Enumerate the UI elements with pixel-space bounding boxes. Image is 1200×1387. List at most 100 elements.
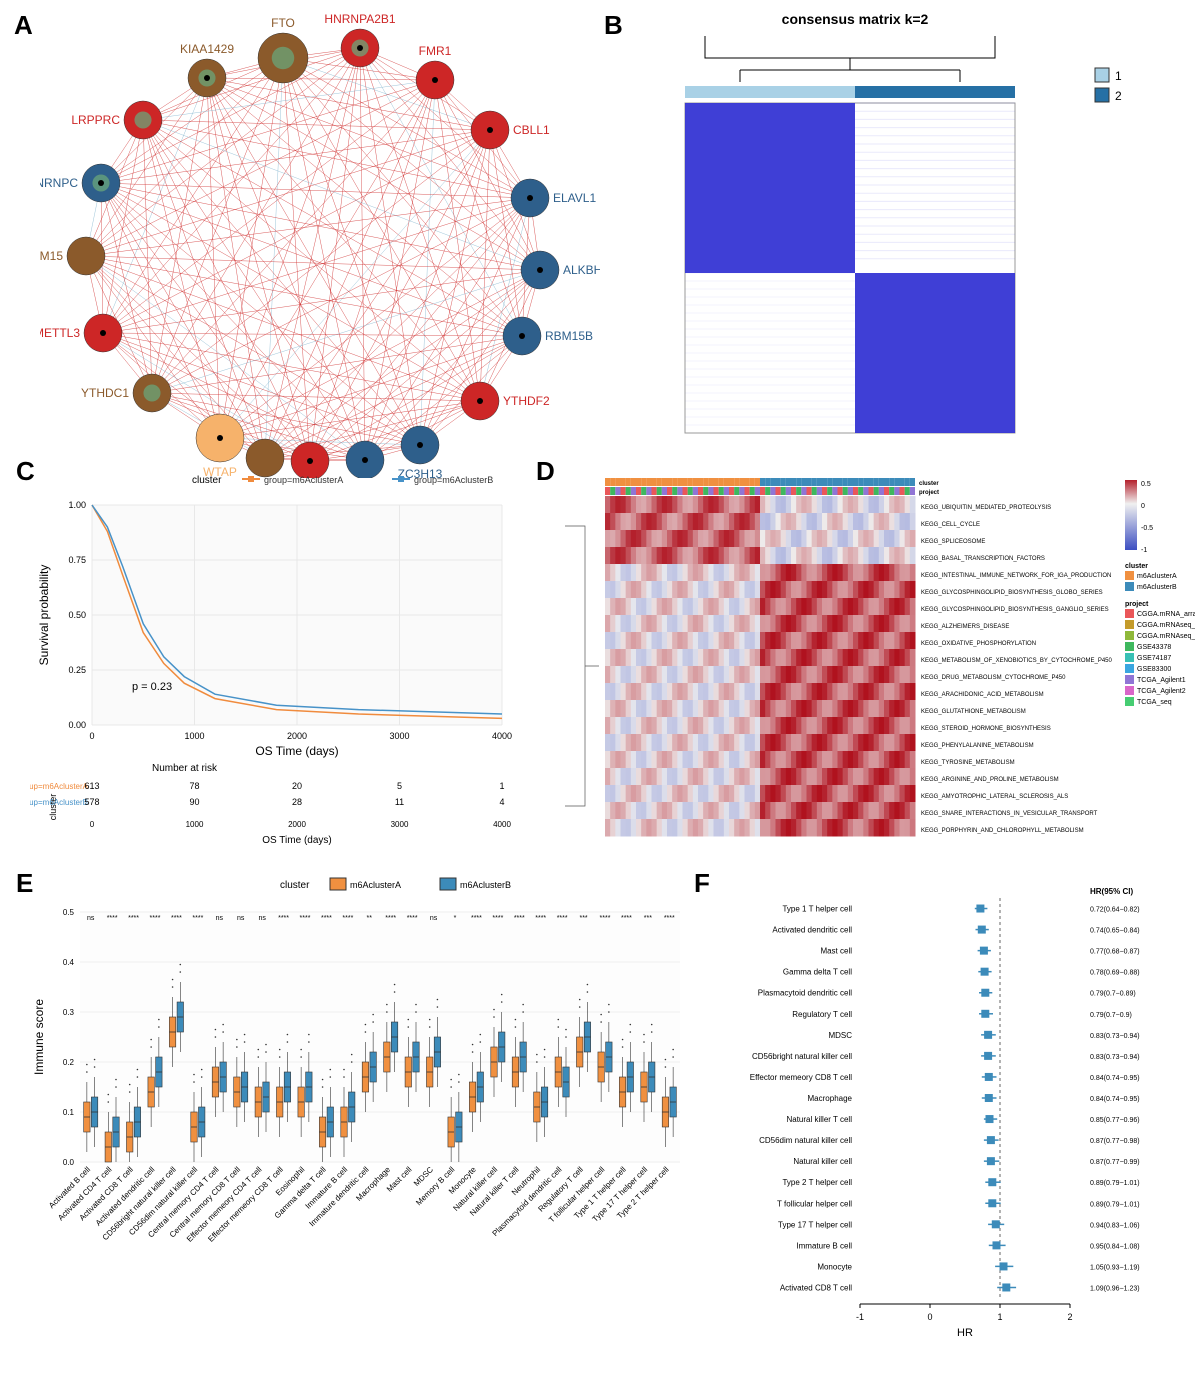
forest-label: Plasmacytoid dendritic cell — [758, 989, 852, 998]
sig-label: **** — [664, 915, 675, 922]
node-label: RBM15 — [40, 249, 63, 263]
sig-label: ** — [367, 915, 373, 922]
forest-label: Activated CD8 T cell — [780, 1283, 852, 1292]
panel-e-boxplot: clusterm6AclusterAm6AclusterB0.00.10.20.… — [25, 872, 695, 1387]
forest-ci: 0.72(0.64−0.82) — [1090, 907, 1140, 914]
legend-label: 1 — [1115, 69, 1122, 83]
sig-label: ns — [87, 915, 95, 922]
sig-label: **** — [342, 915, 353, 922]
panel-b-label: B — [604, 10, 623, 41]
node-label: LRPPRC — [71, 113, 120, 127]
svg-text:1000: 1000 — [186, 820, 204, 829]
node-label: HNRNPC — [40, 176, 78, 190]
forest-label: Regulatory T cell — [792, 1010, 852, 1019]
svg-text:-1: -1 — [856, 1312, 864, 1322]
sig-label: ns — [258, 915, 266, 922]
risk-cell: 28 — [292, 797, 302, 807]
y-axis-label: Survival probability — [37, 565, 51, 666]
svg-text:0.25: 0.25 — [68, 665, 86, 675]
forest-point — [985, 1094, 993, 1102]
legend-swatch — [1095, 88, 1109, 102]
risk-cell: 578 — [84, 797, 99, 807]
sig-label: ns — [216, 915, 224, 922]
svg-text:0: 0 — [1141, 503, 1145, 510]
forest-ci: 0.84(0.74−0.95) — [1090, 1075, 1140, 1082]
panel-a-label: A — [14, 10, 33, 41]
legend-label: 2 — [1115, 89, 1122, 103]
pathway-label: KEGG_ALZHEIMERS_DISEASE — [921, 624, 1009, 630]
forest-label: CD56dim natural killer cell — [759, 1136, 852, 1145]
sig-label: **** — [278, 915, 289, 922]
forest-ci: 0.79(0.7−0.89) — [1090, 991, 1136, 998]
risk-cell: 4 — [499, 797, 504, 807]
svg-text:4000: 4000 — [492, 731, 512, 741]
figure-root: A B C D E F HNRNPA2B1FTOKIAA1429FMR1LRPP… — [0, 0, 1200, 1386]
pathway-label: KEGG_STEROID_HORMONE_BIOSYNTHESIS — [921, 726, 1051, 732]
pathway-label: KEGG_GLYCOSPHINGOLIPID_BIOSYNTHESIS_GLOB… — [921, 590, 1103, 596]
pathway-label: KEGG_OXIDATIVE_PHOSPHORYLATION — [921, 641, 1036, 647]
svg-text:3000: 3000 — [389, 731, 409, 741]
risk-table-title: Number at risk — [152, 763, 218, 774]
node-label: KIAA1429 — [180, 42, 234, 56]
forest-ci: 1.09(0.96−1.23) — [1090, 1285, 1140, 1292]
forest-ci: 0.74(0.65−0.84) — [1090, 928, 1140, 935]
svg-text:0.4: 0.4 — [63, 958, 75, 967]
forest-ci: 0.95(0.84−1.08) — [1090, 1243, 1140, 1250]
forest-ci: 0.78(0.69−0.88) — [1090, 970, 1140, 977]
sig-label: *** — [579, 915, 587, 922]
svg-text:OS Time (days): OS Time (days) — [262, 835, 331, 846]
svg-text:0.1: 0.1 — [63, 1108, 75, 1117]
node-label: HNRNPA2B1 — [324, 12, 395, 26]
sig-label: **** — [107, 915, 118, 922]
risk-row-label: group=m6AclusterA — [30, 782, 89, 791]
y-axis-label: Immune score — [32, 999, 46, 1075]
consensus-title: consensus matrix k=2 — [782, 11, 929, 27]
svg-text:CGGA.mRNAseq_325: CGGA.mRNAseq_325 — [1137, 622, 1195, 629]
forest-label: Immature B cell — [796, 1241, 852, 1250]
x-axis-label: OS Time (days) — [255, 744, 338, 758]
risk-cell: 11 — [395, 797, 404, 807]
pathway-label: KEGG_PORPHYRIN_AND_CHLOROPHYLL_METABOLIS… — [921, 828, 1084, 834]
forest-point — [987, 1136, 995, 1144]
pathway-label: KEGG_INTESTINAL_IMMUNE_NETWORK_FOR_IGA_P… — [921, 573, 1111, 579]
svg-text:CGGA.mRNA_array: CGGA.mRNA_array — [1137, 611, 1195, 618]
svg-text:cluster: cluster — [280, 880, 310, 891]
forest-point — [988, 1178, 996, 1186]
sig-label: **** — [557, 915, 568, 922]
sig-label: **** — [492, 915, 503, 922]
legend-item: group=m6AclusterA — [264, 475, 343, 485]
pathway-label: KEGG_ARGININE_AND_PROLINE_METABOLISM — [921, 777, 1059, 783]
forest-label: Type 17 T helper cell — [778, 1220, 852, 1229]
forest-point — [988, 1199, 996, 1207]
forest-ci: 0.94(0.83−1.06) — [1090, 1222, 1140, 1229]
node-label: FTO — [271, 16, 295, 30]
svg-text:m6AclusterB: m6AclusterB — [1137, 584, 1177, 591]
sig-label: **** — [128, 915, 139, 922]
svg-text:2000: 2000 — [287, 731, 307, 741]
svg-text:0.75: 0.75 — [68, 555, 86, 565]
pathway-label: KEGG_DRUG_METABOLISM_CYTOCHROME_P450 — [921, 675, 1066, 681]
svg-text:cluster: cluster — [919, 481, 939, 487]
svg-text:cluster: cluster — [1125, 563, 1148, 570]
svg-text:0: 0 — [89, 731, 94, 741]
forest-point — [985, 1073, 993, 1081]
pathway-label: KEGG_AMYOTROPHIC_LATERAL_SCLEROSIS_ALS — [921, 794, 1068, 800]
pathway-label: KEGG_CELL_CYCLE — [921, 522, 980, 528]
legend-swatch — [1095, 68, 1109, 82]
pathway-label: KEGG_METABOLISM_OF_XENOBIOTICS_BY_CYTOCH… — [921, 658, 1112, 664]
panel-f-forest: HR(95% CI)Type 1 T helper cell0.72(0.64−… — [710, 878, 1200, 1383]
sig-label: ns — [430, 915, 438, 922]
forest-label: MDSC — [828, 1031, 852, 1040]
legend-item: group=m6AclusterB — [414, 475, 493, 485]
svg-text:1: 1 — [997, 1312, 1002, 1322]
svg-text:-0.5: -0.5 — [1141, 525, 1153, 532]
sig-label: **** — [192, 915, 203, 922]
svg-text:3000: 3000 — [391, 820, 409, 829]
svg-text:1000: 1000 — [184, 731, 204, 741]
forest-label: Activated dendritic cell — [772, 926, 852, 935]
pathway-label: KEGG_TYROSINE_METABOLISM — [921, 760, 1015, 766]
panel-d-heatmap: clusterprojectKEGG_UBIQUITIN_MEDIATED_PR… — [555, 468, 1195, 868]
sig-label: **** — [321, 915, 332, 922]
svg-text:4000: 4000 — [493, 820, 511, 829]
forest-label: Type 2 T helper cell — [782, 1178, 852, 1187]
